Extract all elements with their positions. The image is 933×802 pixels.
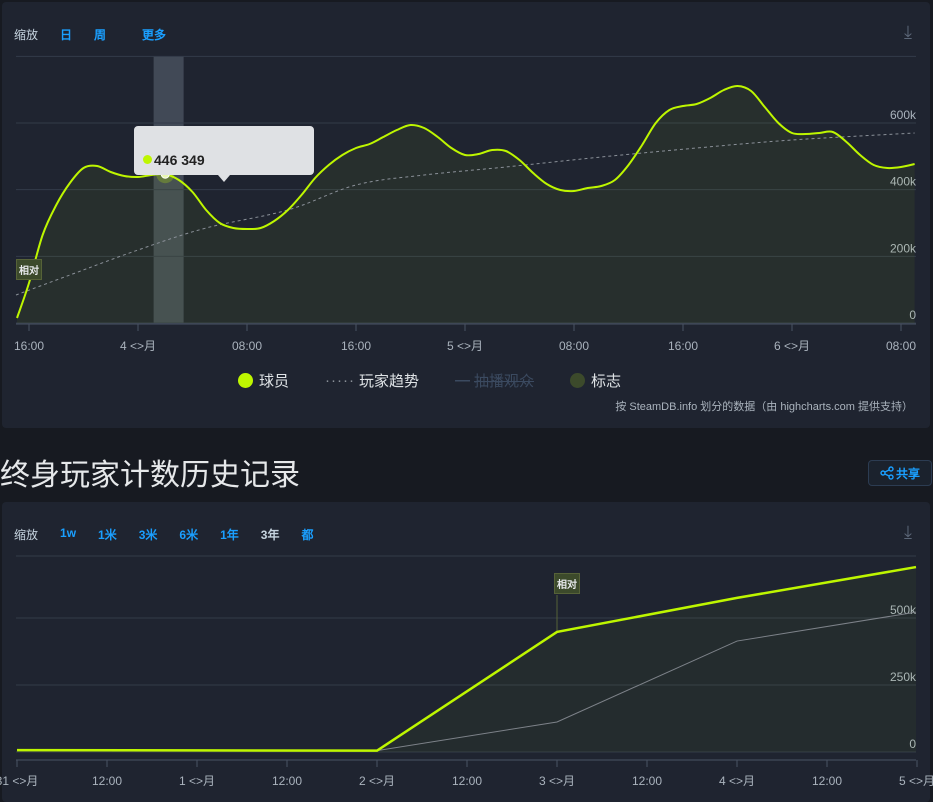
dashed-line-icon: ····· bbox=[325, 372, 355, 389]
zoom-label: 缩放 bbox=[14, 26, 38, 43]
share-button[interactable]: 共享 bbox=[868, 460, 932, 486]
chart-legend: 球员 ·····玩家趋势 —抽播观众 标志 bbox=[238, 370, 657, 391]
zoom-week-button[interactable]: 周 bbox=[94, 26, 106, 43]
players-dot-icon bbox=[238, 373, 253, 388]
chart2-zoom-bar: 缩放 1w 1米 3米 6米 1年 3年 都 bbox=[14, 526, 335, 543]
x-tick-label: 31 <>月 bbox=[0, 774, 38, 788]
x-tick-label: 12:00 bbox=[272, 774, 302, 788]
legend-item-flags[interactable]: 标志 bbox=[570, 370, 621, 391]
line-icon: — bbox=[455, 372, 470, 389]
flag-dot-icon bbox=[570, 373, 585, 388]
zoom-1m-button[interactable]: 1米 bbox=[98, 526, 117, 543]
x-tick-label: 4 <>月 bbox=[719, 774, 755, 788]
x-tick-label: 12:00 bbox=[632, 774, 662, 788]
tooltip-arrow bbox=[218, 175, 230, 182]
download-icon[interactable]: ⤓ bbox=[899, 22, 917, 44]
share-icon bbox=[880, 466, 894, 480]
chart-credit[interactable]: 按 SteamDB.info 划分的数据（由 highcharts.com 提供… bbox=[615, 398, 913, 414]
zoom-3m-button[interactable]: 3米 bbox=[139, 526, 158, 543]
x-tick-label: 3 <>月 bbox=[539, 774, 575, 788]
chart1-zoom-bar: 缩放 日 周 更多 bbox=[14, 26, 188, 43]
lifetime-area bbox=[16, 567, 916, 752]
download-icon[interactable]: ⤓ bbox=[899, 522, 917, 544]
zoom-6m-button[interactable]: 6米 bbox=[179, 526, 198, 543]
x-tick-label: 1 <>月 bbox=[179, 774, 215, 788]
share-label: 共享 bbox=[896, 465, 920, 482]
x-tick-label: 12:00 bbox=[452, 774, 482, 788]
legend-item-viewers[interactable]: —抽播观众 bbox=[455, 370, 534, 391]
zoom-all-button[interactable]: 都 bbox=[301, 526, 313, 543]
x-tick-label: 2 <>月 bbox=[359, 774, 395, 788]
legend-label: 玩家趋势 bbox=[359, 370, 419, 391]
zoom-3y-button[interactable]: 3年 bbox=[261, 526, 280, 543]
series-dot-icon bbox=[143, 155, 152, 164]
zoom-label: 缩放 bbox=[14, 526, 38, 543]
x-tick-label: 12:00 bbox=[812, 774, 842, 788]
legend-item-players[interactable]: 球员 bbox=[238, 370, 289, 391]
chart-flag[interactable]: 相对 bbox=[16, 259, 42, 280]
zoom-1y-button[interactable]: 1年 bbox=[220, 526, 239, 543]
zoom-day-button[interactable]: 日 bbox=[60, 26, 72, 43]
zoom-more-button[interactable]: 更多 bbox=[142, 26, 166, 43]
zoom-1w-button[interactable]: 1w bbox=[60, 526, 76, 543]
chart-tooltip: 446 349 bbox=[134, 126, 314, 175]
legend-label: 标志 bbox=[591, 370, 621, 391]
tooltip-value: 446 349 bbox=[154, 153, 205, 167]
x-tick-label: 5 <>月 bbox=[899, 774, 933, 788]
legend-label: 球员 bbox=[259, 370, 289, 391]
legend-item-trend[interactable]: ·····玩家趋势 bbox=[325, 370, 419, 391]
legend-label: 抽播观众 bbox=[474, 370, 534, 391]
chart-flag[interactable]: 相对 bbox=[554, 573, 580, 594]
x-tick-label: 12:00 bbox=[92, 774, 122, 788]
section-title: 终身玩家计数历史记录 bbox=[0, 450, 300, 494]
